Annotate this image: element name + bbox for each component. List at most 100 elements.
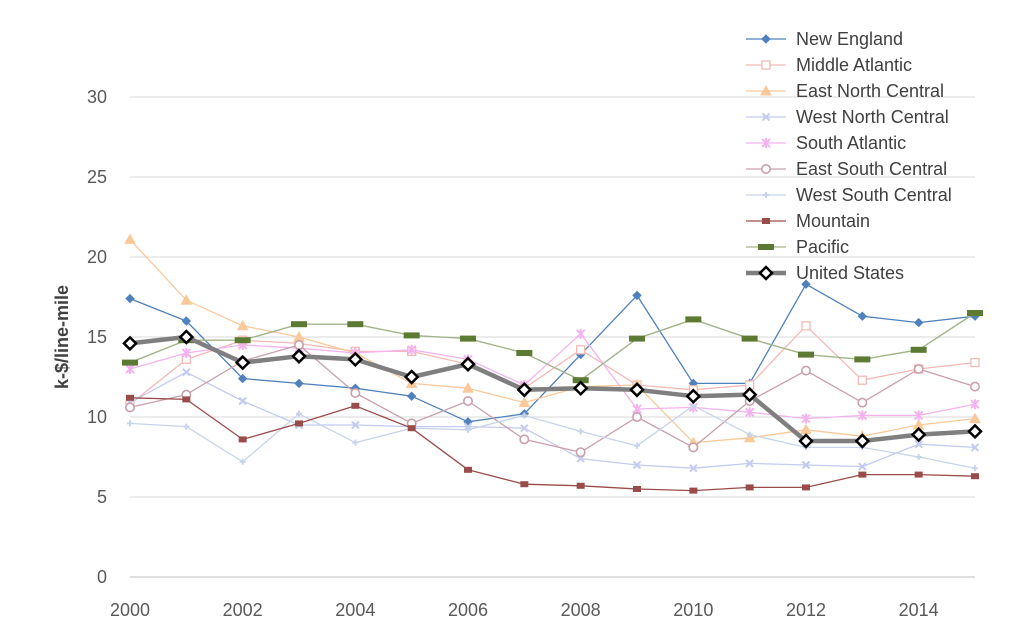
legend-item-west-north-central: West North Central bbox=[746, 107, 949, 127]
mountain-point bbox=[971, 473, 979, 480]
west-south-central-point bbox=[296, 410, 302, 417]
legend-label: Pacific bbox=[796, 237, 849, 257]
legend-item-mountain: Mountain bbox=[746, 211, 870, 231]
legend-new-england-point bbox=[761, 34, 771, 44]
east-north-central-point bbox=[969, 412, 981, 424]
east-north-central-point bbox=[180, 294, 193, 305]
pacific-point bbox=[234, 337, 251, 344]
new-england-point bbox=[294, 378, 304, 389]
west-north-central-point bbox=[801, 460, 811, 470]
west-south-central-point bbox=[634, 442, 640, 449]
united-states-point bbox=[910, 426, 927, 443]
west-south-central-point bbox=[239, 458, 246, 465]
west-north-central-point bbox=[970, 443, 980, 452]
y-tick-label: 15 bbox=[87, 327, 107, 347]
east-south-central-point bbox=[913, 363, 924, 374]
west-south-central-point bbox=[972, 465, 978, 472]
pacific-point bbox=[122, 359, 138, 366]
x-axis: 2000 2002 2004 2006 2008 2010 2012 2014 bbox=[110, 600, 939, 620]
series-new-england bbox=[125, 279, 980, 427]
legend-item-middle-atlantic: Middle Atlantic bbox=[746, 55, 912, 75]
west-south-central-point bbox=[183, 423, 190, 430]
legend-label: South Atlantic bbox=[796, 133, 906, 153]
middle-atlantic-point bbox=[801, 321, 811, 331]
new-england-point bbox=[857, 311, 868, 321]
new-england-line bbox=[129, 283, 976, 423]
west-north-central-point bbox=[351, 420, 360, 430]
east-south-central-point bbox=[293, 339, 304, 350]
legend-east-south-central-point bbox=[760, 164, 771, 175]
series-west-south-central bbox=[127, 402, 978, 472]
east-south-central-point bbox=[631, 411, 642, 422]
united-states-point bbox=[291, 348, 307, 364]
legend-item-east-south-central: East South Central bbox=[746, 159, 947, 179]
united-states-point bbox=[967, 423, 983, 440]
east-north-central-line bbox=[129, 238, 976, 444]
legend-united-states-point bbox=[758, 265, 774, 281]
legend-west-north-central-point bbox=[761, 112, 771, 122]
west-south-central-point bbox=[352, 439, 359, 446]
x-tick-label: 2010 bbox=[673, 600, 713, 620]
south-atlantic-line bbox=[129, 333, 976, 420]
x-tick-label: 2004 bbox=[335, 600, 375, 620]
united-states-point bbox=[516, 382, 533, 398]
legend-east-north-central-point bbox=[760, 84, 772, 96]
x-tick-label: 2002 bbox=[223, 600, 263, 620]
legend-pacific-point bbox=[758, 244, 774, 250]
x-tick-label: 2006 bbox=[448, 600, 488, 620]
east-south-central-point bbox=[575, 447, 586, 458]
pacific-point bbox=[347, 321, 364, 328]
east-south-central-point bbox=[800, 365, 811, 376]
east-north-central-point bbox=[124, 233, 136, 244]
south-atlantic-point bbox=[125, 364, 135, 374]
mountain-point bbox=[351, 402, 360, 409]
middle-atlantic-point bbox=[970, 357, 980, 368]
mountain-point bbox=[802, 484, 810, 491]
pacific-point bbox=[910, 346, 927, 353]
mountain-point bbox=[745, 484, 754, 491]
pacific-point bbox=[798, 351, 814, 358]
united-states-point bbox=[854, 433, 871, 449]
east-south-central-point bbox=[688, 442, 699, 453]
pacific-line bbox=[129, 312, 976, 381]
united-states-point bbox=[629, 382, 645, 398]
east-north-central-point bbox=[518, 396, 531, 408]
east-north-central-point bbox=[800, 423, 812, 435]
united-states-point bbox=[347, 351, 364, 368]
x-tick-label: 2012 bbox=[786, 600, 826, 620]
new-england-point bbox=[237, 373, 248, 384]
mountain-point bbox=[520, 481, 529, 488]
mountain-point bbox=[295, 420, 303, 427]
united-states-point bbox=[572, 380, 589, 396]
y-tick-label: 0 bbox=[97, 567, 107, 587]
west-south-central-point bbox=[915, 454, 922, 460]
west-north-central-point bbox=[182, 367, 191, 377]
south-atlantic-point bbox=[970, 399, 980, 410]
middle-atlantic-point bbox=[857, 375, 867, 385]
pacific-point bbox=[685, 316, 702, 323]
new-england-point bbox=[632, 290, 642, 301]
legend-item-united-states: United States bbox=[746, 263, 904, 283]
y-tick-label: 5 bbox=[97, 487, 107, 507]
united-states-point bbox=[741, 386, 758, 403]
west-north-central-point bbox=[914, 439, 923, 449]
series-pacific bbox=[122, 310, 983, 384]
legend-label: United States bbox=[796, 263, 904, 283]
mountain-point bbox=[914, 471, 923, 478]
west-south-central-line bbox=[129, 405, 976, 469]
y-tick-label: 30 bbox=[87, 87, 107, 107]
east-south-central-point bbox=[462, 395, 473, 406]
legend: New England Middle Atlantic East North Cen… bbox=[746, 29, 952, 283]
west-north-central-point bbox=[238, 396, 247, 406]
legend-item-new-england: New England bbox=[746, 29, 903, 49]
united-states-point bbox=[798, 433, 814, 449]
y-axis-label: k-$/line-mile bbox=[52, 285, 72, 389]
new-england-point bbox=[125, 293, 135, 304]
legend-label: East North Central bbox=[796, 81, 944, 101]
west-south-central-point bbox=[127, 420, 133, 427]
pacific-point bbox=[403, 332, 420, 339]
west-north-central-point bbox=[745, 459, 754, 468]
east-south-central-point bbox=[857, 397, 868, 408]
west-south-central-point bbox=[465, 426, 471, 433]
